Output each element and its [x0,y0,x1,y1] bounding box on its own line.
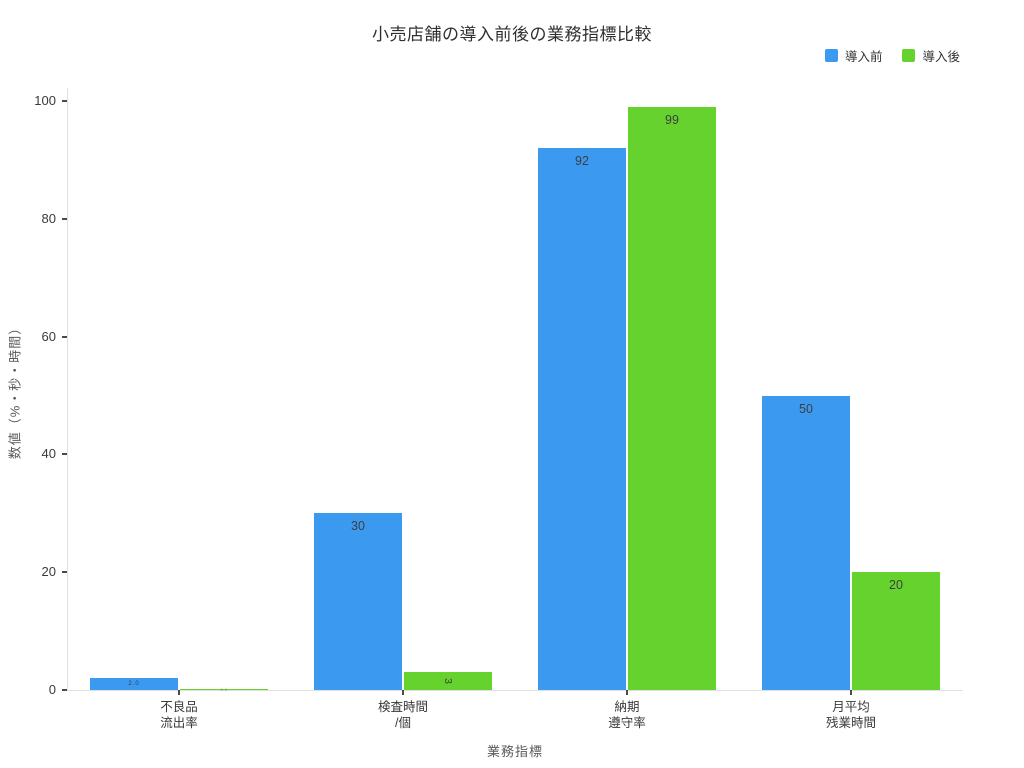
x-category-label: 納期 遵守率 [608,700,646,730]
y-tick-mark [62,571,67,574]
x-tick-mark [850,690,852,695]
bar-s0-c2 [538,148,626,690]
legend-label-before: 導入前 [844,50,883,64]
bar-s0-c3 [762,395,850,690]
x-tick-mark [402,690,404,695]
x-category-label: 不良品 流出率 [160,700,198,730]
y-tick-mark [62,335,67,338]
y-tick-mark [62,689,67,691]
y-tick-label: 20 [41,564,56,580]
y-tick-label: 0 [48,682,56,697]
legend: 導入前 導入後 [824,46,960,65]
x-axis-title: 業務指標 [486,744,544,759]
y-tick-label: 100 [34,93,56,108]
x-tick-mark [178,690,180,695]
y-tick-mark [62,100,67,102]
bar-s1-c0 [180,688,268,690]
x-category-label: 検査時間 /個 [377,700,428,730]
chart-title: 小売店舗の導入前後の業務指標比較 [372,25,652,44]
bar-s0-c0 [90,678,178,690]
legend-label-after: 導入後 [922,50,960,64]
y-tick-label: 40 [41,446,56,462]
y-tick-label: 80 [41,210,56,226]
legend-swatch-before [824,49,838,62]
bar-s0-c1 [314,513,402,690]
bar-s1-c3 [852,572,940,690]
bar-s1-c1 [404,672,492,690]
y-tick-mark [62,217,67,220]
bar-s1-c2 [628,106,716,690]
legend-item-before[interactable]: 導入前 [824,46,883,65]
x-category-label: 月平均 残業時間 [825,700,876,730]
legend-swatch-after [902,49,916,62]
y-tick-mark [62,453,67,456]
legend-item-after[interactable]: 導入後 [902,46,960,65]
y-tick-label: 60 [41,328,56,344]
y-axis-line [67,88,68,690]
x-tick-mark [626,690,628,695]
x-axis-line [67,690,963,691]
